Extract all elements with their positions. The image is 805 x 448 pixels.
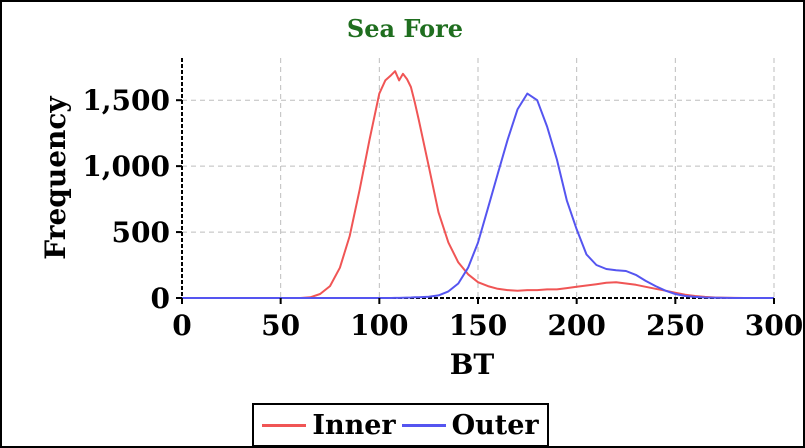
x-tick-label: 50 (261, 309, 300, 342)
x-tick-label: 0 (172, 309, 191, 342)
x-tick-label: 200 (547, 309, 605, 342)
legend-swatch-outer (401, 423, 446, 427)
legend-swatch-inner (262, 423, 307, 427)
grid (182, 58, 775, 298)
x-axis-label: BT (450, 348, 495, 381)
series-line-inner (182, 70, 774, 299)
x-tick-label: 300 (745, 309, 803, 342)
chart-title: Sea Fore (347, 14, 463, 43)
x-tick-label: 150 (449, 309, 507, 342)
x-tick-label: 250 (646, 309, 704, 342)
series-group (182, 70, 774, 299)
x-tick-label: 100 (350, 309, 408, 342)
y-tick-label: 1,000 (82, 150, 170, 183)
y-tick-label: 500 (112, 216, 170, 249)
y-tick-label: 1,500 (82, 84, 170, 117)
series-line-outer (182, 92, 774, 299)
legend-label-inner: Inner (312, 409, 396, 441)
legend-item-inner: Inner (262, 409, 396, 441)
legend-label-outer: Outer (451, 409, 539, 441)
legend: Inner Outer (252, 403, 549, 447)
y-tick-label: 0 (151, 282, 170, 315)
y-axis-label: Frequency (39, 96, 72, 260)
tick-labels: 0 50 100 150 200 250 300 0 500 1,000 1,500 (82, 84, 803, 342)
legend-item-outer: Outer (401, 409, 539, 441)
